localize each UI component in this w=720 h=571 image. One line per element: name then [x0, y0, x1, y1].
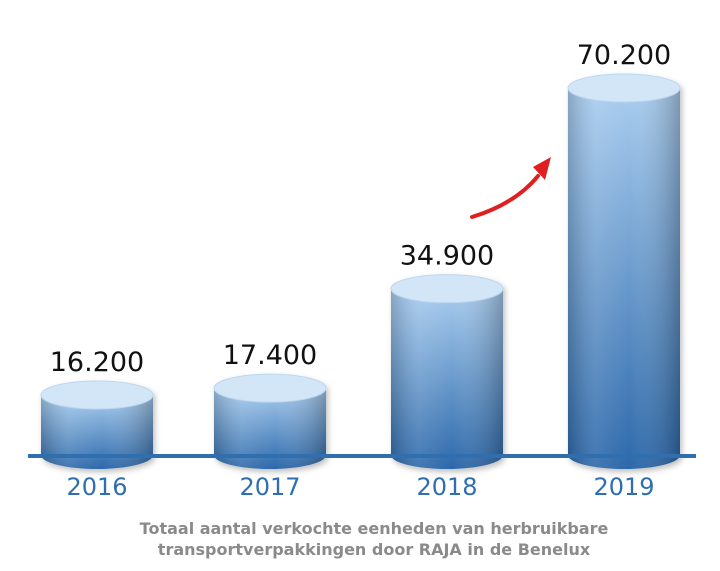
value-label-2018: 34.900 [400, 241, 494, 272]
year-label-2019: 2019 [593, 473, 654, 501]
value-label-2019: 70.200 [577, 40, 671, 71]
growth-arrow-head-icon [533, 157, 551, 180]
bar-shade-2019 [568, 88, 680, 469]
bar-top-2018 [390, 274, 504, 304]
bar-2019 [567, 73, 681, 469]
bar-shade-2018 [391, 288, 503, 469]
bar-2017 [213, 373, 327, 469]
year-label-2017: 2017 [239, 473, 300, 501]
growth-arrow-icon [470, 174, 540, 219]
value-label-2017: 17.400 [223, 340, 317, 371]
caption-line-2: transportverpakkingen door RAJA in de Be… [158, 540, 591, 559]
bar-shade-2016 [41, 395, 153, 469]
bar-2016 [40, 380, 154, 469]
bar-top-2019 [567, 73, 681, 103]
bar-shade-2017 [214, 388, 326, 469]
caption-line-1: Totaal aantal verkochte eenheden van her… [140, 519, 609, 538]
value-label-2016: 16.200 [50, 347, 144, 378]
bar-top-2017 [213, 373, 327, 403]
year-label-2016: 2016 [66, 473, 127, 501]
bar-top-2016 [40, 380, 154, 410]
year-label-2018: 2018 [416, 473, 477, 501]
bar-2018 [390, 274, 504, 469]
